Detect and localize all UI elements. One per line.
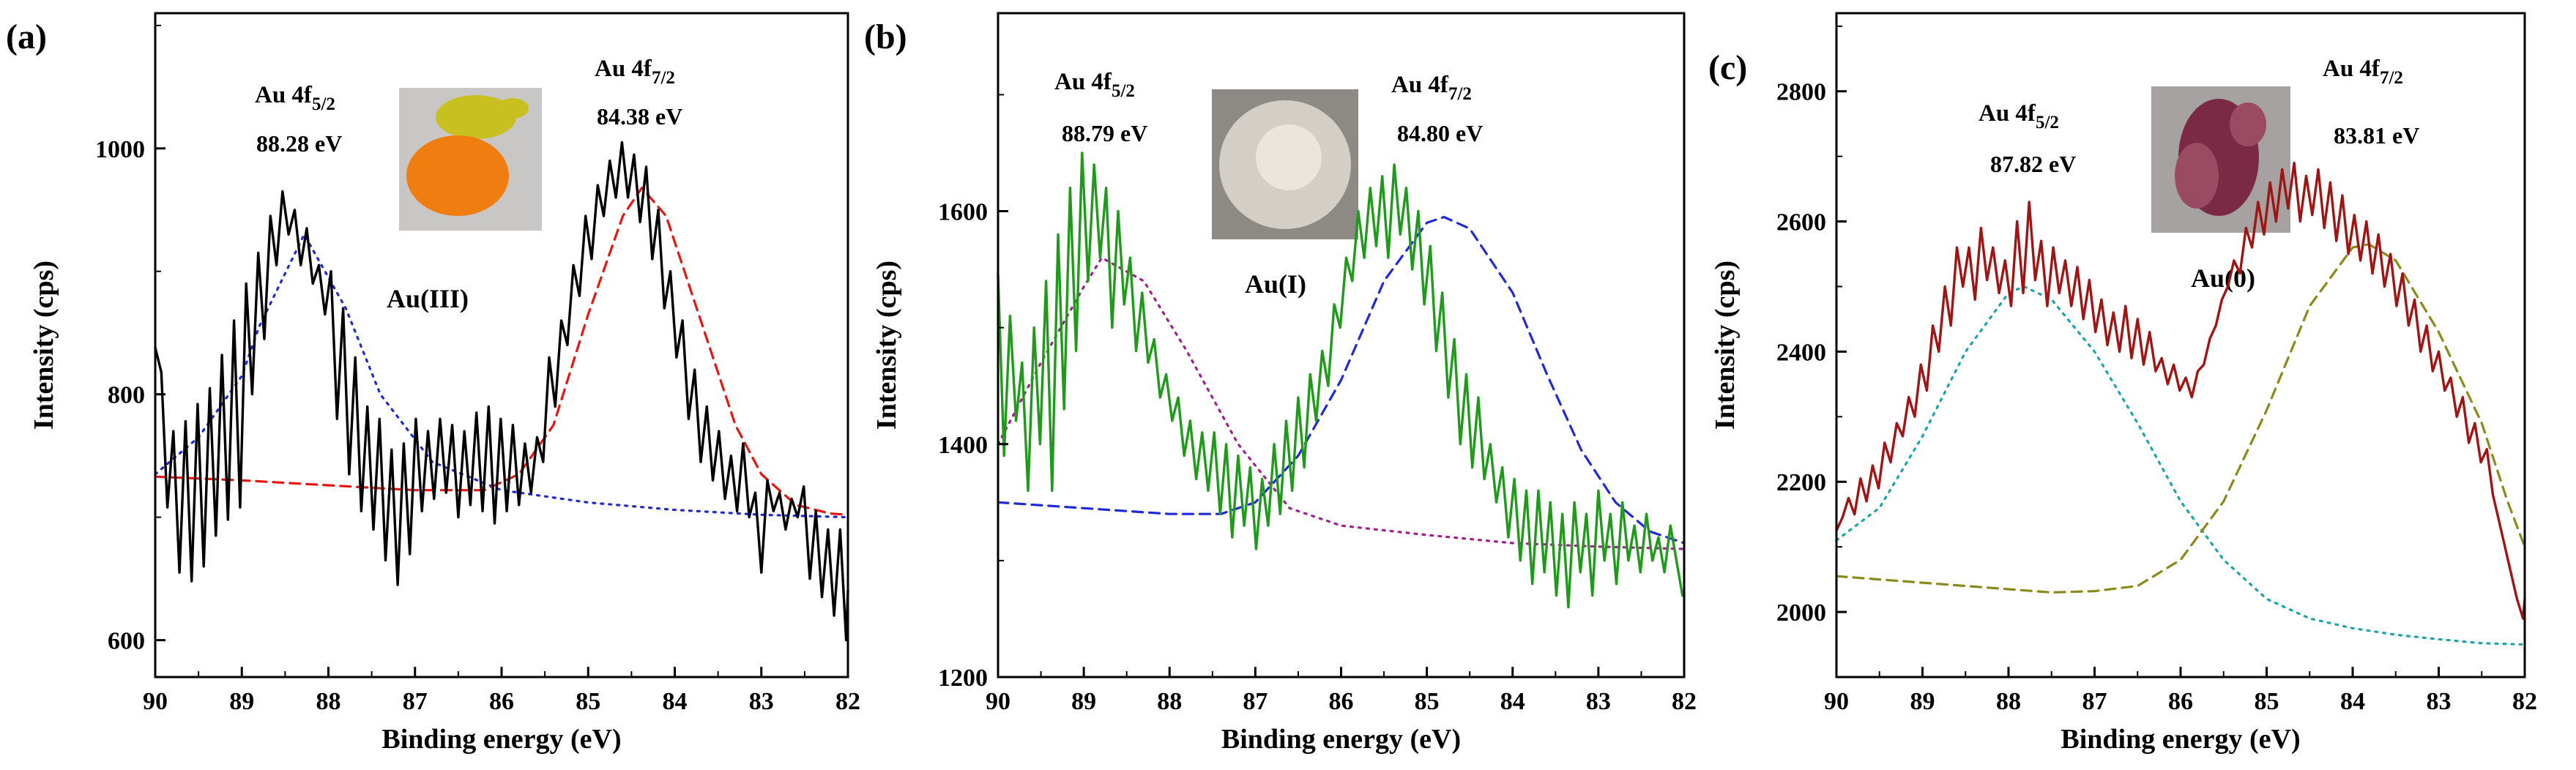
panel-label: (b) [864,18,907,56]
x-tick-label: 90 [986,688,1010,715]
peak-energy-4f52: 88.79 eV [1062,120,1147,146]
x-tick-label: 83 [2427,688,2452,715]
x-axis-title: Binding energy (eV) [1221,724,1461,755]
peak-energy-4f72: 84.38 eV [597,103,682,130]
x-tick-label: 83 [749,688,774,715]
x-tick-label: 84 [2340,688,2365,715]
panel-c: (c) Au 4f5/2 87.82 eV Au 4f7/2 83.81 eV … [1708,12,2537,755]
peak-label-4f52: Au 4f5/2 [1054,69,1135,101]
fit-curve-line [154,186,849,516]
x-tick-label: 84 [663,688,688,715]
panel-label: (a) [6,18,47,56]
y-tick-label: 2400 [1776,339,1826,366]
species-label: Au(0) [2191,263,2255,293]
fit-curve-line [1835,243,2526,594]
peak-energy-4f72: 83.81 eV [2334,122,2419,149]
species-label: Au(I) [1245,269,1306,299]
x-tick-label: 88 [1157,688,1182,715]
x-tick-label: 86 [1329,688,1354,715]
y-axis-title: Intensity (cps) [29,261,59,430]
y-axis-title: Intensity (cps) [1710,261,1741,430]
data-series-line [1835,161,2526,620]
fit-curve-line [997,256,1686,550]
x-tick-label: 90 [1824,688,1849,715]
x-tick-label: 86 [489,688,514,715]
sample-photo [1212,89,1358,239]
peak-energy-4f72: 84.80 eV [1397,120,1483,146]
y-tick-label: 1600 [938,199,988,226]
x-tick-label: 84 [1500,688,1525,715]
peak-label-4f72: Au 4f7/2 [595,56,675,88]
fit-curve-line [997,215,1686,545]
panel-a: (a) Au 4f5/2 88.28 eV Au 4f7/2 84.38 eV … [6,12,860,755]
x-tick-label: 87 [1243,688,1267,715]
y-tick-label: 1400 [938,432,988,459]
x-tick-label: 85 [1415,688,1440,715]
x-tick-label: 85 [576,688,600,715]
x-tick-label: 89 [1071,688,1096,715]
x-tick-label: 88 [316,688,341,715]
x-tick-label: 90 [143,688,168,715]
peak-energy-4f52: 88.28 eV [256,130,342,157]
y-tick-label: 800 [108,382,145,409]
peak-energy-4f52: 87.82 eV [1990,151,2076,177]
y-tick-label: 2000 [1776,599,1826,627]
y-axis-title: Intensity (cps) [871,261,902,430]
peak-label-4f72: Au 4f7/2 [2323,56,2403,88]
data-series-line [154,141,849,642]
sample-photo [2151,86,2290,233]
x-tick-label: 82 [1672,688,1697,715]
x-tick-label: 86 [2168,688,2193,715]
y-tick-label: 1000 [95,136,145,163]
x-tick-label: 85 [2255,688,2279,715]
x-tick-label: 87 [2082,688,2107,715]
x-tick-label: 89 [229,688,254,715]
panel-b: (b) Au 4f5/2 88.79 eV Au 4f7/2 84.80 eV … [864,12,1697,755]
peak-label-4f72: Au 4f7/2 [1391,72,1472,104]
x-tick-label: 87 [403,688,428,715]
sample-photo [399,88,542,231]
species-label: Au(III) [387,284,469,313]
y-tick-label: 2800 [1776,79,1826,106]
x-tick-label: 83 [1586,688,1611,715]
x-tick-label: 88 [1996,688,2021,715]
x-tick-label: 89 [1910,688,1935,715]
peak-label-4f52: Au 4f5/2 [255,82,335,114]
y-tick-label: 600 [108,628,145,655]
x-axis-title: Binding energy (eV) [2061,724,2300,755]
data-series-line [997,152,1686,609]
x-tick-label: 82 [2512,688,2537,715]
panel-label: (c) [1708,48,1747,87]
y-tick-label: 2200 [1776,469,1826,496]
fit-curve-line [154,233,849,519]
fit-curve-line [1835,285,2526,646]
x-axis-title: Binding energy (eV) [381,724,621,755]
peak-label-4f52: Au 4f5/2 [1978,100,2059,132]
y-tick-label: 2600 [1776,209,1826,236]
y-tick-label: 1200 [938,665,988,692]
x-tick-label: 82 [835,688,860,715]
